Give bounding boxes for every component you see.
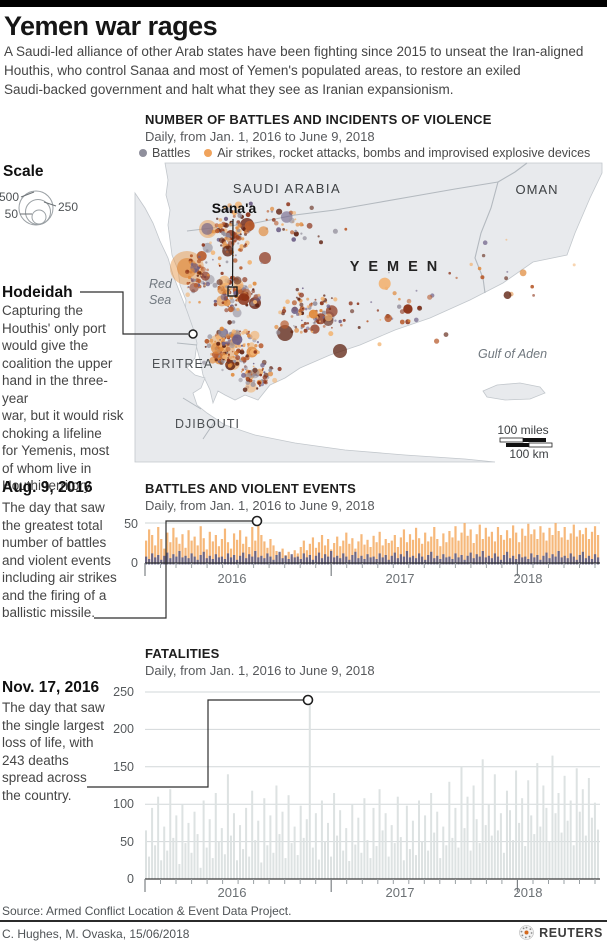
battles-chart: 2016 2017 2018 <box>144 522 600 586</box>
battles-dot-icon <box>139 149 147 157</box>
map-section-title: NUMBER OF BATTLES AND INCIDENTS OF VIOLE… <box>145 112 492 127</box>
map-land-africa <box>134 191 496 463</box>
fatalities-ytick-250: 250 <box>113 685 134 699</box>
hodeidah-annotation-title: Hodeidah <box>2 284 73 301</box>
sanaa-leader-line <box>231 218 234 287</box>
scale-leader-500 <box>20 191 35 198</box>
battles-chart-title: BATTLES AND VIOLENT EVENTS <box>145 481 357 496</box>
country-label-eritrea: ERITREA <box>152 357 213 371</box>
map-border-eritrea-djibouti <box>176 342 216 440</box>
reuters-wordmark: REUTERS <box>539 925 603 940</box>
legend-label-battles: Battles <box>152 146 191 160</box>
scalebar-km-right <box>528 442 553 448</box>
top-accent-bar <box>0 0 607 7</box>
battles-chart-subtitle: Daily, from Jan. 1, 2016 to June 9, 2018 <box>145 498 375 513</box>
map-border-yemen-oman <box>474 181 499 294</box>
water-label-red-sea-1: Red <box>149 277 173 291</box>
scale-circle-500 <box>18 190 54 226</box>
map-scale-bar: 100 miles 100 km <box>497 423 553 461</box>
fatalities-ytick-50: 50 <box>120 835 134 849</box>
scale-label-500: 500 <box>0 190 19 204</box>
country-label-yemen: YEMEN <box>350 259 447 275</box>
scalebar-km-left <box>506 443 529 447</box>
fatalities-year-2018: 2018 <box>514 885 543 900</box>
map-section-subtitle: Daily, from Jan. 1, 2016 to June 9, 2018 <box>145 129 375 144</box>
fatalities-x-axis-ticks <box>144 879 596 892</box>
fatalities-ytick-0: 0 <box>127 872 134 886</box>
map-canvas: SAUDI ARABIA OMAN YEMEN Sana'a Red Sea E… <box>134 162 603 463</box>
battles-bars <box>145 523 600 565</box>
map-legend: Battles Air strikes, rocket attacks, bom… <box>139 146 598 160</box>
sanaa-marker <box>227 286 238 297</box>
aug9-annotation-title: Aug. 9, 2016 <box>2 479 93 496</box>
scale-widget-title: Scale <box>3 163 44 180</box>
legend-item-battles: Battles <box>139 146 190 160</box>
nov17-annotation-title: Nov. 17, 2016 <box>2 679 100 696</box>
map-border-saudi-oman <box>497 162 528 183</box>
intro-text: A Saudi-led alliance of other Arab state… <box>4 44 584 97</box>
scale-label-250: 250 <box>58 200 78 214</box>
battles-x-axis-ticks <box>144 563 596 576</box>
nov17-annotation-body: The day that saw the single largest loss… <box>2 700 105 803</box>
battles-year-2016: 2016 <box>218 571 247 586</box>
map-island-socotra <box>482 382 546 401</box>
fatalities-year-2017: 2017 <box>386 885 415 900</box>
hodeidah-annotation-body: Capturing the Houthis' only port would g… <box>2 303 124 493</box>
city-label-sanaa: Sana'a <box>212 200 257 216</box>
aug9-annotation-body: The day that saw the greatest total numb… <box>2 500 117 620</box>
fatalities-chart: 2016 2017 2018 <box>144 691 600 900</box>
battles-year-2018: 2018 <box>514 571 543 586</box>
water-label-gulf-of-aden: Gulf of Aden <box>478 347 547 361</box>
fatalities-year-2016: 2016 <box>218 885 247 900</box>
fatalities-ytick-100: 100 <box>113 797 134 811</box>
country-label-djibouti: DJIBOUTI <box>175 417 240 431</box>
scale-label-50: 50 <box>5 207 19 221</box>
country-label-oman: OMAN <box>516 182 559 197</box>
scalebar-miles-right <box>523 438 546 442</box>
fatalities-bars <box>145 697 599 879</box>
scale-circle-50 <box>31 209 47 225</box>
footer-divider <box>0 920 607 922</box>
fatalities-chart-subtitle: Daily, from Jan. 1, 2016 to June 9, 2018 <box>145 663 375 678</box>
battles-year-2017: 2017 <box>386 571 415 586</box>
country-label-saudi-arabia: SAUDI ARABIA <box>233 181 341 196</box>
page-title: Yemen war rages <box>4 11 218 41</box>
scale-circle-250 <box>25 199 51 225</box>
reuters-logo: REUTERS <box>519 925 603 940</box>
scale-leader-250 <box>43 201 57 207</box>
scalebar-miles-label: 100 miles <box>497 423 548 437</box>
airstrikes-dot-icon <box>204 149 213 157</box>
legend-label-airstrikes: Air strikes, rocket attacks, bombs and i… <box>217 146 591 160</box>
water-label-red-sea-2: Sea <box>149 293 171 307</box>
scale-diagram: 500 250 50 <box>0 190 78 226</box>
reuters-icon <box>519 925 534 940</box>
source-line: Source: Armed Conflict Location & Event … <box>2 904 292 918</box>
scalebar-miles-left <box>499 437 524 443</box>
scalebar-km-label: 100 km <box>509 447 548 461</box>
fatalities-chart-title: FATALITIES <box>145 646 220 661</box>
credit-line: C. Hughes, M. Ovaska, 15/06/2018 <box>2 927 190 941</box>
map-event-dots <box>185 201 576 393</box>
legend-item-airstrikes: Air strikes, rocket attacks, bombs and i… <box>204 146 590 160</box>
